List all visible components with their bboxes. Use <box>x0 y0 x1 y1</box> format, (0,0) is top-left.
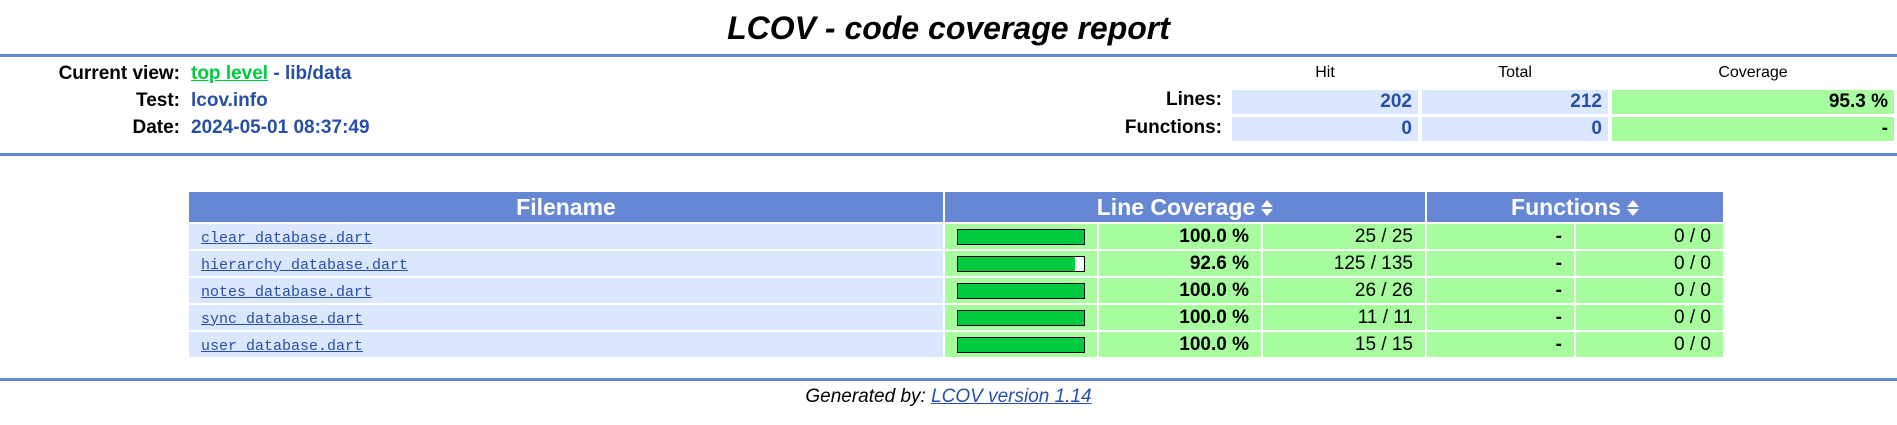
line-coverage-count: 25 / 25 <box>1263 224 1425 249</box>
line-coverage-percent: 92.6 % <box>1099 251 1261 276</box>
coverage-bar <box>957 282 1085 299</box>
summary-hit-header: Hit <box>1315 64 1335 81</box>
table-row: sync_database.dart 100.0 % 11 / 11 - 0 /… <box>189 305 1723 330</box>
line-coverage-count: 26 / 26 <box>1263 278 1425 303</box>
table-row: clear_database.dart 100.0 % 25 / 25 - 0 … <box>189 224 1723 249</box>
coverage-bar <box>957 255 1085 272</box>
line-coverage-count: 11 / 11 <box>1263 305 1425 330</box>
summary-coverage-header: Coverage <box>1718 64 1788 81</box>
current-dir: lib/data <box>284 63 352 84</box>
coverage-bar <box>957 309 1085 326</box>
filename-column-header: Filename <box>189 192 943 222</box>
test-label: Test: <box>136 90 180 111</box>
file-link[interactable]: clear_database.dart <box>201 229 373 247</box>
functions-hit: 0 <box>1232 117 1418 141</box>
header-rule <box>0 153 1897 156</box>
functions-label: Functions: <box>1124 117 1222 138</box>
function-coverage-percent: - <box>1427 251 1574 276</box>
lines-label: Lines: <box>1166 89 1222 110</box>
lines-coverage: 95.3 % <box>1612 90 1894 114</box>
lines-hit: 202 <box>1232 90 1418 114</box>
breadcrumb-separator: - <box>268 63 285 84</box>
coverage-bar <box>957 336 1085 353</box>
date-label: Date: <box>132 117 180 138</box>
current-view-value: top level - lib/data <box>191 63 351 85</box>
table-row: hierarchy_database.dart 92.6 % 125 / 135… <box>189 251 1723 276</box>
functions-coverage: - <box>1612 117 1894 141</box>
coverage-bar-fill <box>958 337 1084 352</box>
table-row: notes_database.dart 100.0 % 26 / 26 - 0 … <box>189 278 1723 303</box>
top-rule <box>0 54 1897 57</box>
coverage-bar-fill <box>958 310 1084 325</box>
function-coverage-count: 0 / 0 <box>1576 251 1723 276</box>
functions-total: 0 <box>1422 117 1608 141</box>
function-coverage-percent: - <box>1427 332 1574 357</box>
test-value: lcov.info <box>191 90 268 111</box>
lines-total: 212 <box>1422 90 1608 114</box>
coverage-bar <box>957 228 1085 245</box>
page-title: LCOV - code coverage report <box>727 10 1170 46</box>
lcov-version-link[interactable]: LCOV version 1.14 <box>931 386 1092 407</box>
function-coverage-count: 0 / 0 <box>1576 332 1723 357</box>
file-coverage-table: Filename Line Coverage Functions clear_d… <box>187 190 1725 359</box>
line-coverage-percent: 100.0 % <box>1099 278 1261 303</box>
file-link[interactable]: hierarchy_database.dart <box>201 256 409 274</box>
file-link[interactable]: notes_database.dart <box>201 283 373 301</box>
function-coverage-percent: - <box>1427 305 1574 330</box>
function-coverage-percent: - <box>1427 224 1574 249</box>
function-coverage-count: 0 / 0 <box>1576 278 1723 303</box>
sort-icon[interactable] <box>1626 199 1639 217</box>
footer: Generated by: LCOV version 1.14 <box>0 386 1897 408</box>
line-coverage-column-header[interactable]: Line Coverage <box>945 192 1425 222</box>
line-coverage-count: 125 / 135 <box>1263 251 1425 276</box>
function-coverage-percent: - <box>1427 278 1574 303</box>
report-header: Current view: top level - lib/data Test:… <box>0 57 1897 153</box>
coverage-bar-fill <box>958 283 1084 298</box>
functions-column-header[interactable]: Functions <box>1427 192 1723 222</box>
current-view-label: Current view: <box>58 63 180 84</box>
line-coverage-percent: 100.0 % <box>1099 224 1261 249</box>
generated-by-label: Generated by: <box>805 386 932 407</box>
line-coverage-percent: 100.0 % <box>1099 305 1261 330</box>
table-row: user_database.dart 100.0 % 15 / 15 - 0 /… <box>189 332 1723 357</box>
date-value: 2024-05-01 08:37:49 <box>191 117 370 138</box>
coverage-bar-fill <box>958 229 1084 244</box>
top-level-link[interactable]: top level <box>191 63 269 84</box>
file-link[interactable]: sync_database.dart <box>201 310 364 328</box>
summary-total-header: Total <box>1498 64 1532 81</box>
coverage-bar-fill <box>958 256 1075 271</box>
sort-icon[interactable] <box>1261 199 1274 217</box>
function-coverage-count: 0 / 0 <box>1576 224 1723 249</box>
line-coverage-percent: 100.0 % <box>1099 332 1261 357</box>
function-coverage-count: 0 / 0 <box>1576 305 1723 330</box>
line-coverage-count: 15 / 15 <box>1263 332 1425 357</box>
footer-rule <box>0 378 1897 381</box>
file-link[interactable]: user_database.dart <box>201 337 364 355</box>
